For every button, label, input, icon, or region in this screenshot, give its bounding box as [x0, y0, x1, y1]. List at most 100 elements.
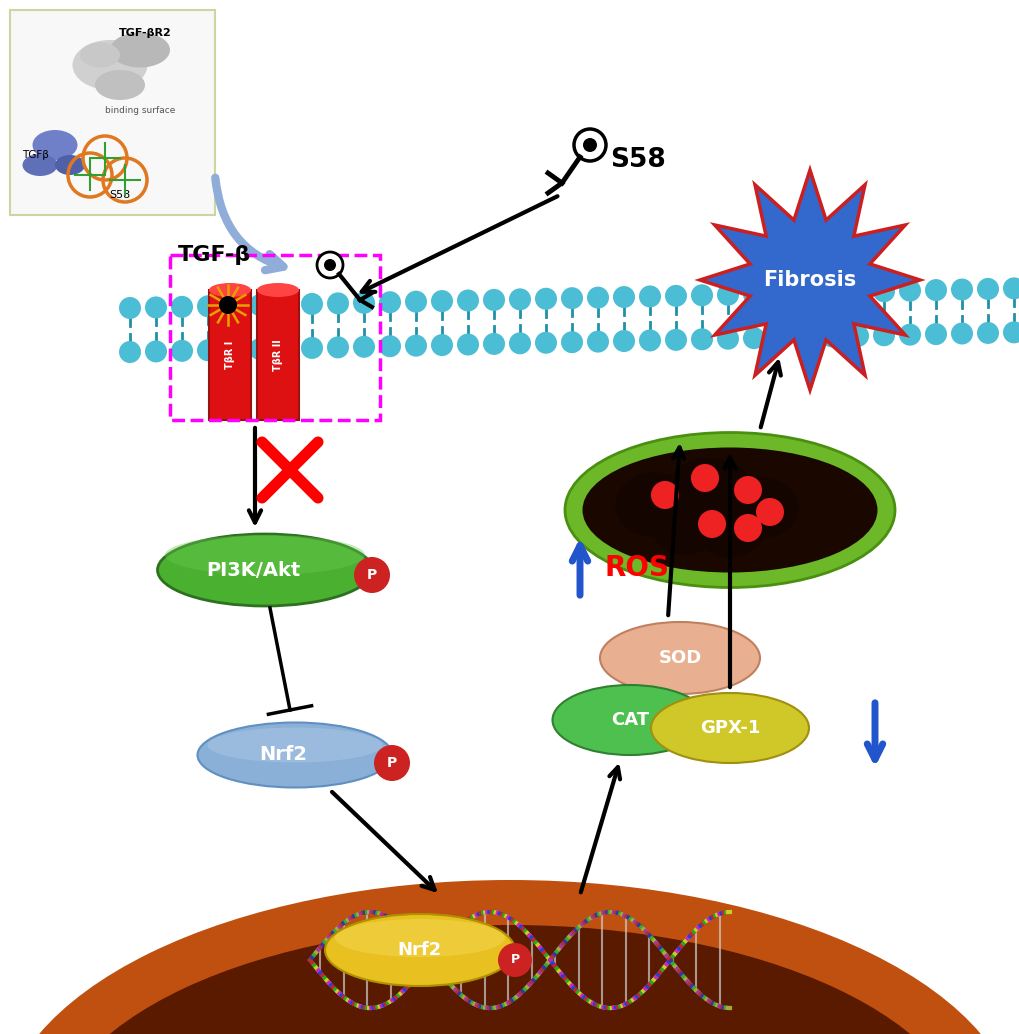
- Circle shape: [768, 327, 790, 348]
- Text: TGF-βR2: TGF-βR2: [118, 28, 171, 38]
- Circle shape: [145, 340, 167, 363]
- Circle shape: [650, 481, 679, 509]
- Text: P: P: [510, 953, 519, 967]
- Circle shape: [249, 294, 271, 316]
- Ellipse shape: [157, 534, 372, 606]
- Circle shape: [379, 335, 400, 357]
- Ellipse shape: [354, 557, 389, 594]
- Circle shape: [872, 325, 894, 346]
- Circle shape: [612, 330, 635, 352]
- Circle shape: [612, 286, 635, 308]
- Circle shape: [508, 288, 531, 310]
- Ellipse shape: [72, 40, 148, 90]
- Circle shape: [664, 329, 687, 351]
- Circle shape: [1002, 322, 1019, 343]
- Circle shape: [219, 296, 236, 314]
- Text: TβR II: TβR II: [273, 339, 282, 371]
- Circle shape: [197, 296, 219, 317]
- Circle shape: [275, 337, 297, 360]
- Ellipse shape: [325, 914, 515, 986]
- Circle shape: [690, 464, 718, 492]
- Circle shape: [742, 327, 764, 349]
- Ellipse shape: [552, 685, 707, 755]
- Circle shape: [535, 332, 556, 354]
- Circle shape: [820, 281, 842, 303]
- Bar: [10, 10, 215, 215]
- Circle shape: [327, 293, 348, 314]
- Circle shape: [171, 296, 193, 317]
- Circle shape: [924, 323, 946, 345]
- Circle shape: [690, 328, 712, 351]
- Ellipse shape: [650, 693, 808, 763]
- Circle shape: [638, 285, 660, 307]
- Ellipse shape: [374, 746, 410, 781]
- Circle shape: [898, 279, 920, 302]
- Circle shape: [872, 280, 894, 302]
- Circle shape: [560, 287, 583, 309]
- Text: TβR I: TβR I: [225, 341, 234, 369]
- Circle shape: [535, 287, 556, 310]
- Circle shape: [197, 339, 219, 361]
- Text: TGF-β: TGF-β: [178, 245, 252, 265]
- Circle shape: [327, 336, 348, 359]
- Text: Fibrosis: Fibrosis: [762, 270, 856, 290]
- Circle shape: [976, 278, 998, 300]
- Circle shape: [924, 279, 946, 301]
- Ellipse shape: [652, 505, 716, 555]
- Circle shape: [794, 326, 816, 348]
- Text: P: P: [367, 568, 377, 582]
- Circle shape: [820, 326, 842, 347]
- Ellipse shape: [22, 154, 57, 176]
- Circle shape: [574, 129, 605, 161]
- Ellipse shape: [33, 130, 77, 160]
- Circle shape: [586, 286, 608, 308]
- Circle shape: [734, 476, 761, 504]
- Ellipse shape: [110, 32, 170, 67]
- Circle shape: [317, 252, 342, 278]
- Ellipse shape: [694, 503, 764, 557]
- Circle shape: [664, 284, 687, 307]
- Circle shape: [586, 331, 608, 353]
- Circle shape: [483, 333, 504, 355]
- Ellipse shape: [209, 283, 251, 297]
- Circle shape: [431, 291, 452, 312]
- Circle shape: [898, 324, 920, 345]
- Ellipse shape: [599, 622, 759, 694]
- Ellipse shape: [50, 925, 969, 1034]
- Bar: [257, 290, 299, 420]
- Text: GPX-1: GPX-1: [699, 719, 759, 737]
- Bar: [170, 255, 380, 420]
- Circle shape: [716, 328, 739, 349]
- Ellipse shape: [582, 448, 876, 573]
- Circle shape: [950, 278, 972, 301]
- Circle shape: [301, 293, 323, 315]
- Ellipse shape: [565, 432, 894, 587]
- Ellipse shape: [198, 723, 392, 788]
- Text: CAT: CAT: [610, 711, 648, 729]
- Text: ROS: ROS: [604, 554, 669, 582]
- Circle shape: [223, 339, 245, 361]
- Circle shape: [950, 323, 972, 344]
- Circle shape: [755, 498, 784, 526]
- Ellipse shape: [334, 919, 504, 957]
- Ellipse shape: [497, 943, 532, 977]
- Ellipse shape: [165, 535, 365, 575]
- Ellipse shape: [614, 473, 694, 538]
- Ellipse shape: [79, 42, 120, 67]
- Text: SOD: SOD: [657, 649, 701, 667]
- Circle shape: [405, 335, 427, 357]
- Circle shape: [768, 282, 790, 305]
- Circle shape: [275, 294, 297, 315]
- Ellipse shape: [720, 477, 798, 539]
- Ellipse shape: [207, 728, 382, 762]
- Circle shape: [794, 282, 816, 304]
- Circle shape: [638, 330, 660, 352]
- Text: P: P: [386, 756, 396, 770]
- Circle shape: [379, 292, 400, 313]
- Text: S58: S58: [109, 190, 130, 200]
- Ellipse shape: [0, 880, 1019, 1034]
- Ellipse shape: [257, 283, 299, 297]
- Text: Nrf2: Nrf2: [259, 746, 307, 764]
- Circle shape: [353, 336, 375, 358]
- Circle shape: [405, 291, 427, 312]
